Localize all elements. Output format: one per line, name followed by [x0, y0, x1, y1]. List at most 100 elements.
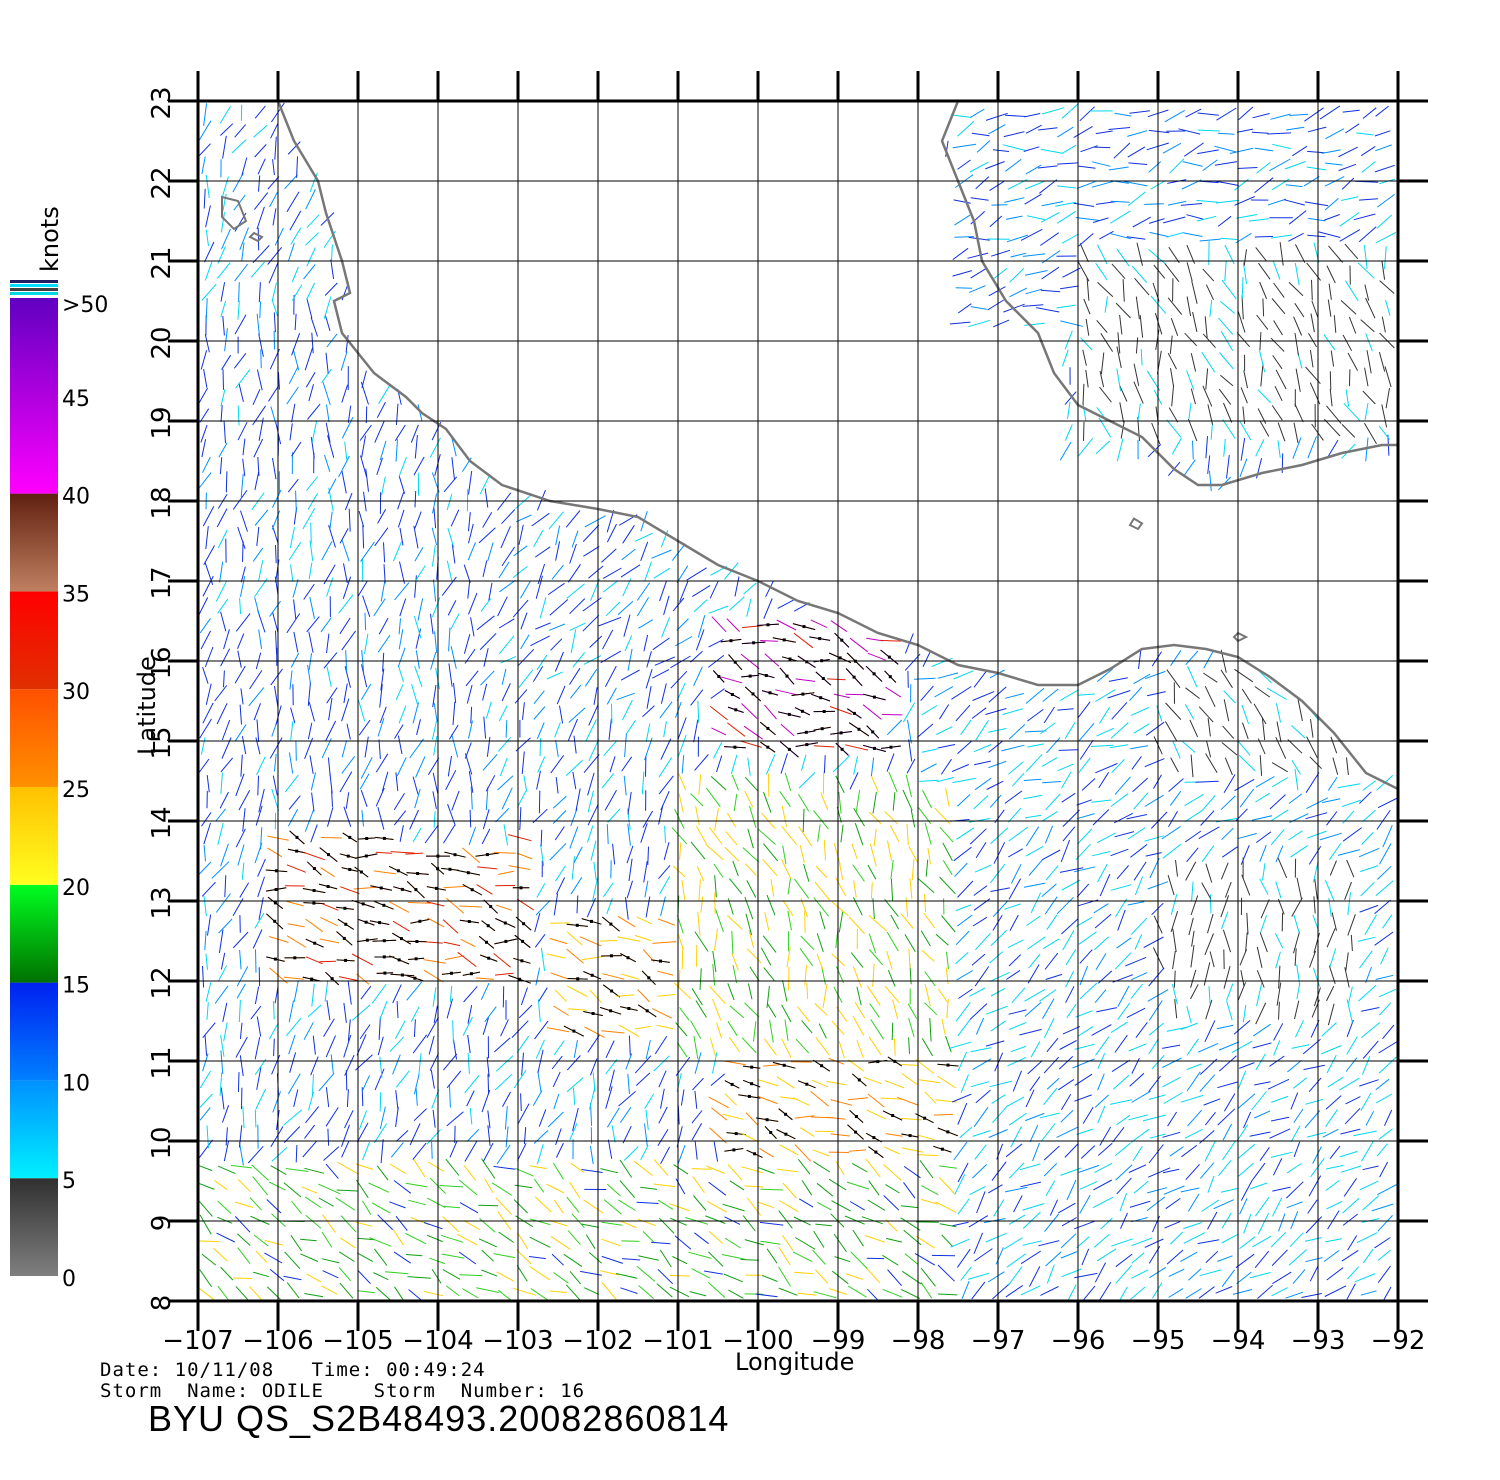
rain-flagged-vector	[306, 861, 322, 876]
wind-vector	[619, 1220, 637, 1229]
wind-vector	[378, 1016, 381, 1040]
wind-vector	[956, 970, 974, 981]
pacific-coastline	[276, 101, 1398, 791]
wind-vector	[1290, 1125, 1301, 1143]
wind-vector	[1274, 933, 1284, 949]
wind-vector	[1305, 1257, 1323, 1263]
wind-vector	[880, 1097, 902, 1100]
wind-vector	[1066, 1003, 1077, 1019]
wind-vector	[434, 631, 438, 653]
wind-vector	[640, 1144, 649, 1161]
wind-vector	[1207, 1175, 1215, 1193]
wind-vector	[886, 950, 893, 970]
wind-vector	[710, 1038, 717, 1059]
wind-vector	[831, 1270, 849, 1285]
wind-vector	[1148, 218, 1165, 224]
wind-vector	[468, 771, 474, 793]
wind-vector	[1288, 1249, 1307, 1266]
wind-vector	[1360, 1092, 1372, 1112]
wind-vector	[288, 541, 302, 561]
wind-vector	[307, 403, 321, 420]
wind-vector	[695, 1000, 707, 1018]
wind-vector	[523, 1127, 527, 1145]
wind-vector	[566, 948, 584, 964]
wind-vector	[1162, 1076, 1181, 1088]
wind-vector	[615, 1273, 638, 1279]
wind-vector	[293, 599, 297, 619]
wind-vector	[1167, 297, 1183, 315]
wind-vector	[909, 878, 913, 900]
wind-vector	[690, 650, 703, 663]
wind-vector	[482, 512, 493, 528]
wind-vector	[1093, 146, 1111, 149]
wind-vector	[1269, 1128, 1291, 1139]
wind-vector	[764, 1038, 777, 1056]
wind-vector	[1306, 1131, 1327, 1138]
wind-vector	[287, 923, 305, 928]
wind-vector	[705, 1215, 726, 1224]
wind-vector	[882, 1288, 903, 1298]
wind-vector	[482, 683, 488, 701]
wind-vector	[200, 424, 208, 443]
wind-vector	[326, 666, 332, 688]
wind-vector	[1116, 368, 1122, 392]
wind-vector	[220, 1035, 225, 1057]
wind-vector	[433, 811, 436, 828]
wind-vector	[1255, 247, 1267, 262]
wind-vector	[1008, 848, 1023, 858]
wind-vector	[945, 967, 949, 985]
wind-vector	[535, 899, 551, 916]
lon-tick-label: −100	[722, 1326, 793, 1356]
wind-vector	[601, 1282, 618, 1301]
wind-vector	[1130, 1286, 1146, 1300]
wind-vector	[550, 1290, 567, 1293]
wind-vector	[758, 1201, 775, 1209]
wind-vector	[627, 1073, 630, 1094]
wind-vector	[1259, 755, 1263, 776]
wind-vector	[1059, 441, 1072, 461]
wind-vector	[200, 737, 206, 755]
wind-vector	[742, 625, 763, 629]
wind-vector	[953, 199, 971, 204]
wind-vector	[530, 1288, 551, 1301]
wind-vector	[644, 561, 652, 582]
wind-vector	[327, 757, 331, 776]
wind-vector	[508, 834, 532, 842]
wind-vector	[468, 470, 473, 495]
wind-vector	[1131, 1090, 1151, 1103]
wind-vector	[1011, 987, 1026, 1004]
wind-vector	[1128, 1043, 1147, 1052]
wind-vector	[377, 806, 385, 830]
wind-vector	[1291, 1044, 1310, 1049]
wind-vector	[1223, 699, 1230, 722]
wind-vector	[1288, 830, 1303, 841]
wind-vector	[234, 314, 247, 335]
wind-vector	[1205, 284, 1214, 301]
wind-vector	[239, 949, 242, 970]
wind-vector	[867, 864, 877, 880]
wind-vector	[1377, 1215, 1393, 1232]
wind-vector	[1218, 317, 1234, 335]
wind-vector	[906, 823, 909, 846]
wind-vector	[448, 663, 453, 687]
rain-flagged-vector	[357, 918, 375, 926]
wind-vector	[1343, 1178, 1358, 1197]
wind-vector	[707, 1282, 726, 1298]
lat-tick-label: 20	[147, 326, 177, 359]
wind-vector	[1148, 1000, 1163, 1021]
wind-vector	[1338, 1077, 1360, 1091]
wind-vector	[464, 1141, 478, 1162]
wind-vector	[915, 1059, 935, 1074]
wind-vector	[1345, 952, 1349, 971]
wind-vector	[1259, 350, 1266, 373]
wind-vector	[482, 560, 488, 578]
wind-vector	[1025, 687, 1045, 704]
wind-vector	[694, 1232, 709, 1245]
wind-vector	[689, 1291, 707, 1297]
wind-vector	[1078, 931, 1097, 945]
wind-vector	[658, 775, 674, 795]
wind-vector	[848, 916, 865, 934]
wind-vector	[300, 1238, 317, 1242]
wind-vector	[1235, 808, 1248, 822]
